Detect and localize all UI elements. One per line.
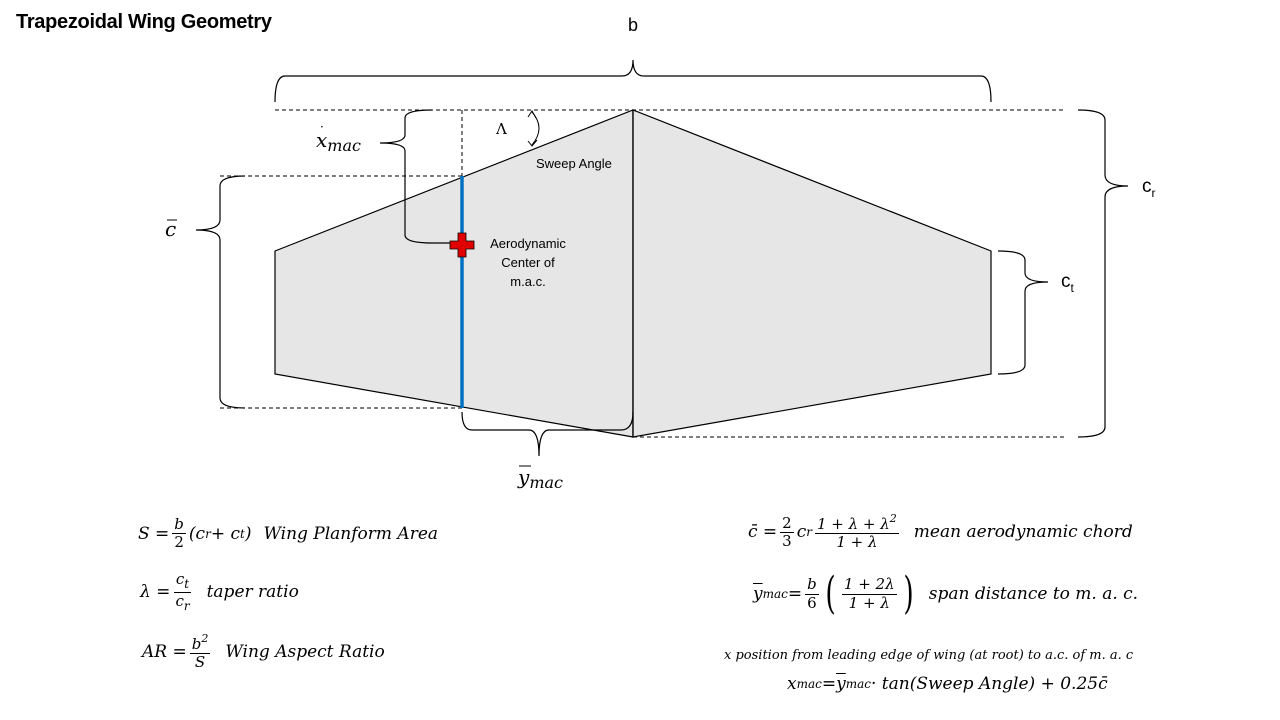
xmac-brace	[379, 109, 450, 244]
xmac-note: x position from leading edge of wing (at…	[724, 648, 1134, 663]
tip-chord-label: ct	[1061, 271, 1075, 295]
aspect-ratio-description: Wing Aspect Ratio	[225, 642, 385, 663]
page-title: Trapezoidal Wing Geometry	[16, 11, 272, 33]
reference-lines	[220, 109, 1065, 438]
span-label: b	[628, 15, 638, 35]
ac-label-line3: m.a.c.	[510, 274, 545, 289]
xmac-label: xmac	[316, 128, 361, 155]
right-wing-panel	[632, 109, 992, 438]
ymac-description: span distance to m. a. c.	[928, 584, 1139, 604]
mac-description: mean aerodynamic chord	[913, 522, 1133, 543]
root-chord-label: cr	[1142, 176, 1156, 200]
cbar-label: c	[165, 217, 176, 241]
span-brace	[274, 59, 992, 103]
taper-formula: λ = ct cr taper ratio	[140, 570, 299, 613]
ac-label-line1: Aerodynamic	[490, 236, 566, 251]
xmac-formula: x mac = y mac · tan(Sweep Angle) + 0.25c̄	[787, 674, 1108, 694]
sweep-symbol: Λ	[495, 120, 507, 138]
ymac-label: ymac	[517, 465, 563, 492]
ac-marker	[449, 232, 475, 258]
xmac-dot: ·	[320, 120, 324, 134]
ymac-brace	[461, 411, 634, 457]
root-chord-brace	[1077, 109, 1129, 438]
sweep-arrow	[527, 110, 540, 147]
ac-label-line2: Center of	[501, 255, 555, 270]
area-description: Wing Planform Area	[263, 523, 439, 544]
taper-description: taper ratio	[206, 582, 299, 603]
sweep-angle-label: Sweep Angle	[536, 156, 612, 171]
aspect-ratio-formula: AR = b2 S Wing Aspect Ratio	[142, 632, 385, 672]
mac-brace	[195, 175, 246, 409]
tip-chord-brace	[997, 250, 1049, 375]
